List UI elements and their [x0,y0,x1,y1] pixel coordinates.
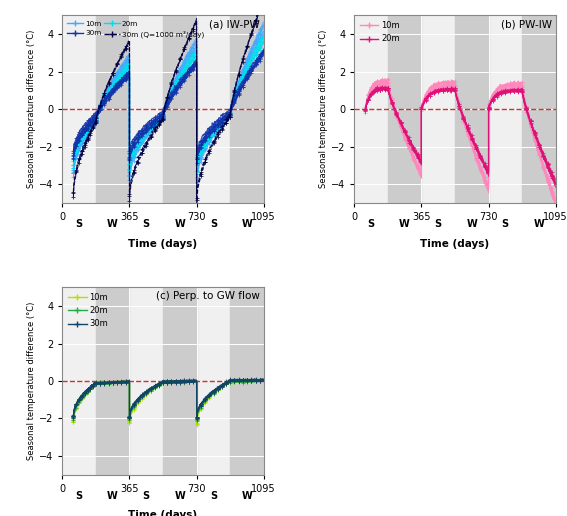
X-axis label: Time (days): Time (days) [129,238,198,249]
Y-axis label: Seasonal temperature difference (°C): Seasonal temperature difference (°C) [27,30,36,188]
Bar [163,287,197,475]
X-axis label: Time (days): Time (days) [129,510,198,516]
Text: W: W [174,491,185,501]
Text: S: S [210,219,217,229]
Bar [230,287,264,475]
Text: S: S [75,219,83,229]
Bar [230,15,264,203]
Bar [522,15,556,203]
Text: S: S [367,219,375,229]
Bar [96,15,129,203]
Text: W: W [242,491,252,501]
Text: W: W [107,491,118,501]
Text: S: S [434,219,442,229]
Text: (c) Perp. to GW flow: (c) Perp. to GW flow [156,291,260,301]
Bar [388,15,421,203]
Text: W: W [107,219,118,229]
Text: S: S [502,219,509,229]
Text: (a) IW-PW: (a) IW-PW [209,19,260,29]
Text: W: W [466,219,477,229]
Text: S: S [143,491,150,501]
Text: (b) PW-IW: (b) PW-IW [501,19,552,29]
Legend: 10m, 30m, 20m, 30m (Q=1000 m³/day): 10m, 30m, 20m, 30m (Q=1000 m³/day) [66,19,206,39]
Bar [96,287,129,475]
Y-axis label: Seasonal temperature difference (°C): Seasonal temperature difference (°C) [319,30,328,188]
X-axis label: Time (days): Time (days) [420,238,489,249]
Text: W: W [174,219,185,229]
Text: W: W [534,219,544,229]
Bar [455,15,489,203]
Text: W: W [242,219,252,229]
Y-axis label: Seasonal temperature difference (°C): Seasonal temperature difference (°C) [27,302,36,460]
Text: S: S [143,219,150,229]
Legend: 10m, 20m: 10m, 20m [358,20,401,45]
Legend: 10m, 20m, 30m: 10m, 20m, 30m [66,292,109,330]
Text: S: S [75,491,83,501]
Text: W: W [399,219,410,229]
Bar [163,15,197,203]
Text: S: S [210,491,217,501]
